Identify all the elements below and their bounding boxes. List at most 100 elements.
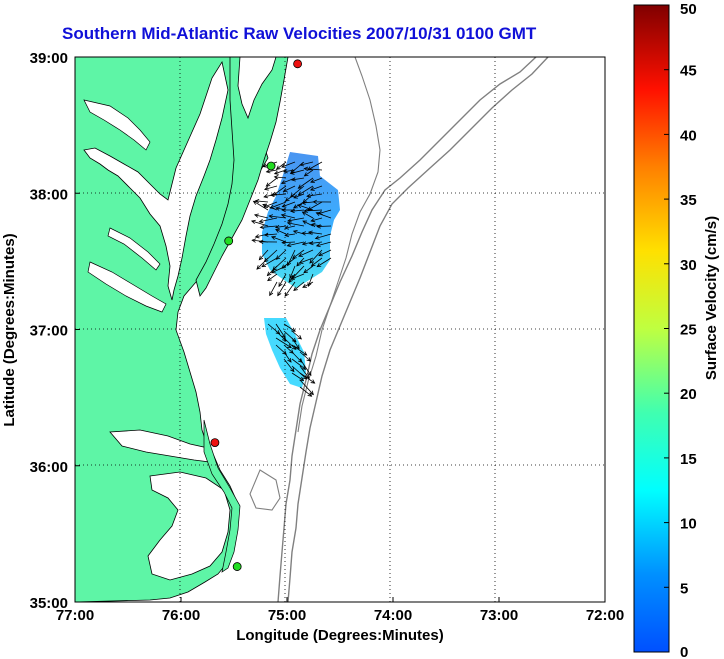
velocity-vector-head [296, 261, 301, 267]
colorbar-tick-label: 40 [680, 127, 697, 144]
velocity-vector-head [316, 224, 321, 229]
y-tick-label: 39:00 [30, 50, 68, 67]
velocity-vector [318, 209, 332, 215]
velocity-vector [283, 330, 297, 343]
velocity-vector-head [284, 292, 289, 297]
velocity-vector [302, 211, 314, 219]
velocity-vector [291, 337, 300, 349]
velocity-vector [298, 249, 314, 257]
velocity-vector [311, 224, 323, 227]
y-axis-label: Latitude (Degrees:Minutes) [1, 233, 18, 426]
velocity-vector-head [268, 214, 274, 219]
velocity-arrows [250, 161, 332, 397]
river-james [87, 261, 167, 313]
velocity-vector [270, 193, 287, 196]
velocity-vector-head [283, 169, 288, 174]
velocity-vector-head [254, 234, 260, 239]
velocity-vector [283, 358, 295, 372]
velocity-vector [299, 365, 310, 379]
x-tick-labels: 77:00 76:00 75:00 74:00 73:00 72:00 [56, 597, 624, 624]
y-tick-label: 38:00 [30, 186, 68, 203]
velocity-vector-head [291, 337, 297, 343]
velocity-vector [303, 265, 314, 274]
velocity-vector [309, 241, 323, 244]
velocity-vector-head [269, 291, 274, 297]
velocity-vector [283, 169, 296, 173]
velocity-vector-head [280, 213, 286, 218]
velocity-vector [299, 379, 314, 395]
velocity-vector-head [301, 200, 306, 205]
velocity-vector-head [314, 235, 320, 240]
colorbar-tick-label: 25 [680, 322, 697, 339]
velocity-vector-head [263, 203, 268, 208]
velocity-vector [255, 200, 269, 203]
station-marker-red [210, 438, 220, 447]
velocity-vector [276, 161, 287, 170]
velocity-vector [287, 222, 305, 227]
velocity-vector-head [297, 203, 302, 209]
velocity-vector-head [290, 208, 295, 214]
velocity-vector [291, 372, 304, 381]
velocity-vector-head [286, 221, 292, 226]
velocity-vector-head [287, 261, 292, 267]
velocity-vector [259, 217, 278, 223]
colorbar-tick-label: 45 [680, 63, 697, 80]
velocity-vector [262, 204, 278, 211]
velocity-vector-head [286, 242, 292, 248]
velocity-vector [302, 220, 314, 227]
velocity-vector [299, 351, 311, 362]
velocity-vector-head [287, 358, 292, 363]
colorbar-tick-label: 0 [680, 644, 688, 659]
velocity-vector-head [275, 206, 280, 211]
velocity-vector-head [281, 207, 286, 213]
velocity-vector [274, 169, 287, 175]
velocity-vector-head [269, 192, 275, 198]
velocity-vector-head [292, 229, 298, 235]
x-axis-label: Longitude (Degrees:Minutes) [236, 627, 444, 644]
velocity-vector [269, 281, 278, 296]
velocity-vector [264, 185, 278, 190]
velocity-vector [293, 193, 305, 199]
velocity-vector [292, 249, 305, 259]
velocity-vector-head [303, 166, 309, 172]
velocity-vector [281, 214, 296, 219]
velocity-vector-head [293, 194, 298, 199]
velocity-vector-head [301, 211, 307, 216]
velocity-vector [271, 265, 287, 274]
velocity-vector-head [302, 283, 307, 288]
velocity-vector [297, 204, 314, 211]
velocity-vector [254, 214, 269, 219]
velocity-vector [281, 161, 296, 168]
bathymetry-contour-shelf [277, 57, 537, 602]
velocity-vector-head [318, 252, 323, 257]
velocity-vector-head [273, 175, 279, 180]
velocity-vector-head [297, 184, 303, 189]
velocity-vector-head [275, 228, 280, 233]
velocity-vector [315, 233, 332, 239]
velocity-vector [298, 185, 314, 196]
velocity-vector-head [266, 271, 272, 277]
velocity-vector [275, 225, 287, 228]
river-york [107, 227, 161, 271]
velocity-vector [311, 257, 323, 267]
velocity-vector [251, 220, 269, 227]
velocity-vector [275, 337, 292, 348]
velocity-vector [283, 185, 296, 192]
velocity-vector-head [307, 206, 313, 211]
velocity-vector [272, 185, 287, 196]
velocity-vector [310, 177, 323, 183]
velocity-vector-head [306, 357, 312, 362]
velocity-vector [282, 241, 296, 244]
velocity-vector-head [254, 198, 260, 204]
velocity-vector [307, 161, 323, 171]
velocity-vector [266, 177, 278, 187]
velocity-vector-head [297, 335, 303, 340]
velocity-vector [290, 169, 305, 174]
x-tick-label: 73:00 [480, 607, 518, 624]
velocity-vector [264, 233, 278, 236]
velocity-vector-head [281, 240, 286, 245]
velocity-vector-head [258, 255, 264, 261]
velocity-vector-head [307, 230, 313, 235]
velocity-vector-head [307, 166, 312, 171]
